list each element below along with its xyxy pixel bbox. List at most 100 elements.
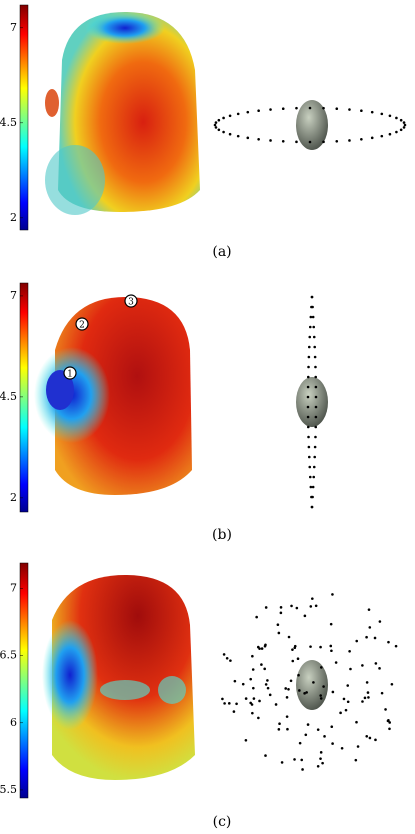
source-point [308,335,312,339]
source-point [368,626,372,629]
source-point [384,708,387,711]
source-point [314,415,318,419]
source-point [373,636,377,640]
source-point [227,702,231,705]
source-point [313,445,317,449]
source-point [312,475,316,479]
source-point [266,686,270,690]
source-point [380,134,384,138]
source-point [236,134,240,138]
source-point [285,696,289,699]
marker-label: 1 [67,370,73,380]
source-point [232,710,236,713]
source-point [378,620,382,623]
source-point [301,768,304,771]
colorbar-tick-label: 6.5 [0,649,17,662]
panel-label: (c) [213,814,232,830]
source-point [252,697,256,700]
source-point [287,687,290,691]
source-point [306,395,310,399]
source-point [279,611,283,615]
source-point [307,435,310,439]
source-point [329,622,333,626]
source-point [370,110,374,114]
marker [75,317,89,331]
source-point [303,692,306,695]
source-point [250,703,254,706]
source-point [293,758,296,761]
source-point [221,697,224,701]
colorbar-tick-label: 2 [10,211,17,224]
source-point [276,623,280,627]
marker-label: 3 [128,298,134,308]
colorbar-tick-label: 4.5 [0,390,17,403]
source-point [316,764,320,768]
source-point [257,716,260,720]
source-point [329,644,333,648]
source-point [291,659,295,663]
colorbar-tick-label: 7 [10,21,17,34]
source-point [311,485,315,489]
source-point [246,136,250,140]
source-point [269,139,272,142]
source-point [257,109,260,112]
source-point [370,136,374,140]
source-point [363,696,367,700]
source-point [223,702,226,705]
source-point [260,647,264,650]
source-point [322,685,325,688]
source-point [314,405,318,409]
source-point [306,385,310,389]
colorbar [19,282,29,513]
source-point [394,644,398,648]
source-point [252,686,255,690]
source-point [309,485,313,489]
source-point [346,700,350,704]
colorbar-tick-label: 7 [10,289,17,302]
source-point [374,738,377,742]
source-point [399,128,403,132]
colorbar-tick-label: 2 [10,491,17,504]
source-point [356,745,360,748]
source-point [281,107,285,110]
source-point [344,708,348,712]
source-point [293,644,297,648]
source-point [303,614,307,618]
source-point [366,691,370,694]
source-point [297,673,300,677]
source-point [349,667,352,671]
source-point [306,723,310,726]
source-point [395,130,398,134]
source-point [313,355,317,359]
source-point [403,123,407,127]
panel-label: (a) [212,244,231,260]
source-point [307,455,311,459]
source-point [399,118,403,122]
source-point [390,682,394,686]
source-point [295,140,298,144]
source-point [251,668,255,671]
source-point [217,118,221,122]
source-point [263,667,266,671]
source-point [311,495,314,499]
source-point [346,684,350,687]
source-point [308,475,312,479]
source-point [264,754,267,757]
source-point [342,697,346,701]
source-point [348,649,351,653]
source-point [335,107,339,110]
source-point [331,690,335,694]
source-point [258,699,261,703]
source-point [310,505,314,509]
source-point [251,711,254,715]
source-point [278,722,281,725]
source-point [233,679,237,683]
source-point [307,365,310,369]
source-point [339,711,342,715]
source-point [314,435,317,439]
source-point [246,110,250,114]
source-point [307,345,311,349]
source-point [314,375,318,379]
source-point [388,721,391,724]
